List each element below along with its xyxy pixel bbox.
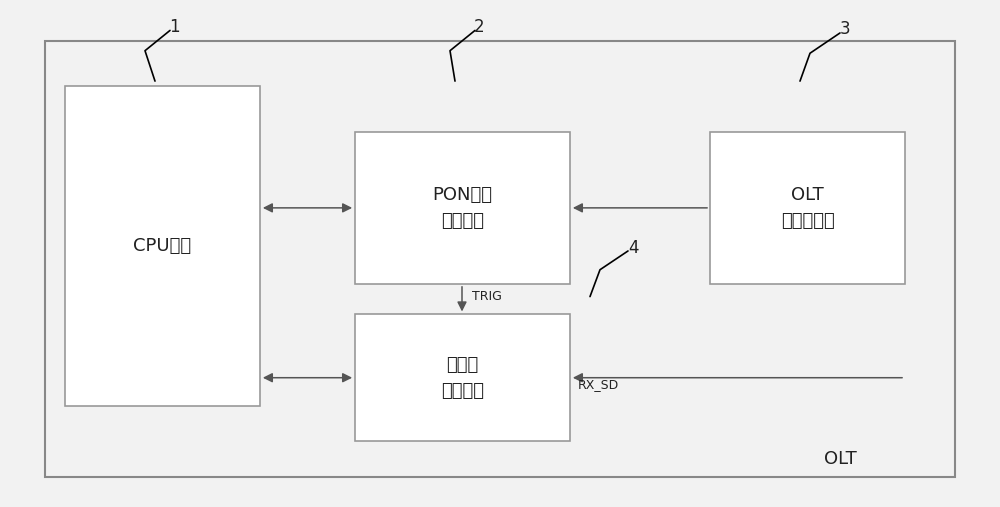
Text: PON时隙
控制模块: PON时隙 控制模块 — [432, 186, 492, 230]
Text: 1: 1 — [169, 18, 180, 36]
Text: RX_SD: RX_SD — [578, 378, 619, 391]
Bar — [45, 41, 955, 477]
Bar — [355, 314, 570, 441]
Text: 2: 2 — [474, 18, 485, 36]
Bar — [710, 132, 905, 284]
Text: OLT: OLT — [824, 450, 856, 468]
Bar — [355, 132, 570, 284]
Text: OLT
收发光模块: OLT 收发光模块 — [781, 186, 834, 230]
Text: CPU模块: CPU模块 — [133, 237, 192, 255]
Bar — [65, 86, 260, 406]
Text: TRIG: TRIG — [472, 290, 502, 303]
Text: 4: 4 — [628, 239, 638, 257]
Text: 3: 3 — [840, 20, 851, 39]
Text: 光信号
计时模块: 光信号 计时模块 — [441, 355, 484, 400]
